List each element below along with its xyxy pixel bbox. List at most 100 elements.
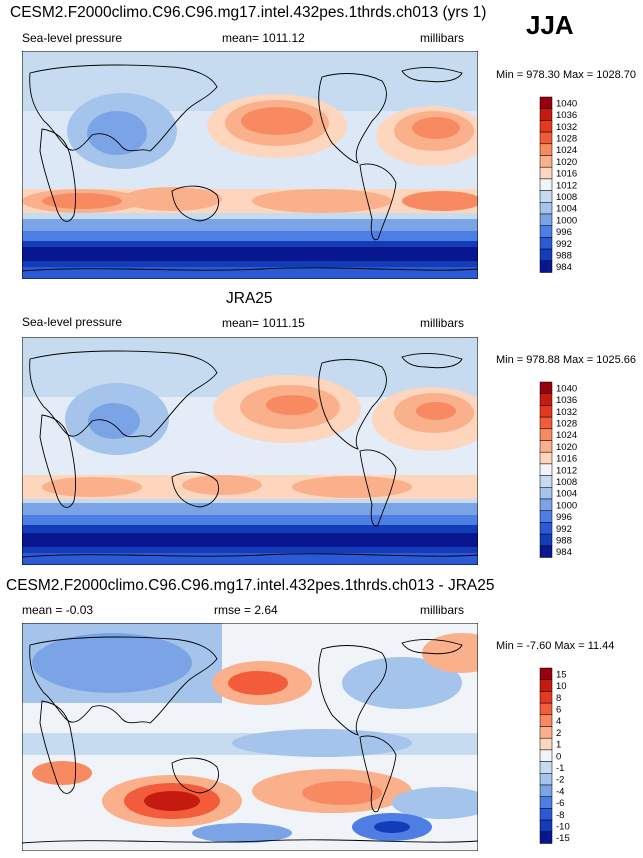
colorbar-swatch	[539, 143, 553, 156]
panel3-mean: mean = -0.03	[22, 603, 94, 617]
panel1-colorbar: 1040103610321028102410201016101210081004…	[539, 96, 577, 273]
colorbar-label: -8	[556, 810, 564, 821]
colorbar-label: 1032	[556, 407, 577, 418]
colorbar-label: -10	[556, 821, 570, 832]
colorbar-swatch	[539, 819, 553, 833]
colorbar-label: 1032	[556, 122, 577, 133]
colorbar-label: -1	[556, 763, 564, 774]
colorbar-swatch	[539, 702, 553, 716]
colorbar-swatch	[539, 749, 553, 762]
panel2-units: millibars	[420, 316, 465, 330]
colorbar-swatch	[539, 225, 553, 238]
colorbar-label: 1036	[556, 395, 577, 406]
panel2-map	[22, 337, 478, 565]
colorbar-swatch	[539, 381, 553, 394]
colorbar-swatch	[539, 796, 553, 809]
colorbar-swatch	[539, 260, 553, 273]
colorbar-swatch	[539, 533, 553, 547]
colorbar-label: 1000	[556, 215, 577, 226]
panel1-colorbar-labels: 1040103610321028102410201016101210081004…	[556, 98, 577, 273]
colorbar-label: -2	[556, 775, 564, 786]
panel1-map	[22, 51, 478, 279]
colorbar-label: 8	[556, 693, 561, 704]
colorbar-swatch	[539, 463, 553, 476]
colorbar-label: 15	[556, 669, 567, 680]
colorbar-label: 1016	[556, 169, 577, 180]
panel2-title: JRA25	[226, 290, 273, 307]
colorbar-swatch	[539, 416, 553, 430]
colorbar-label: 992	[556, 524, 572, 535]
colorbar-label: 992	[556, 239, 572, 250]
panel2-variable: Sea-level pressure	[22, 315, 123, 329]
panel2-colorbar-swatches	[539, 381, 553, 558]
colorbar-label: 1000	[556, 500, 577, 511]
panel2-colorbar: 1040103610321028102410201016101210081004…	[539, 381, 577, 558]
colorbar-label: 0	[556, 751, 561, 762]
colorbar-swatch	[539, 510, 553, 523]
colorbar-swatch	[539, 248, 553, 262]
colorbar-swatch	[539, 393, 553, 406]
colorbar-swatch	[539, 178, 553, 191]
panel3-title: CESM2.F2000climo.C96.C96.mg17.intel.432p…	[6, 577, 495, 594]
panel2-mean: mean= 1011.15	[222, 316, 305, 330]
colorbar-swatch	[539, 726, 553, 739]
colorbar-label: 1008	[556, 477, 577, 488]
panel1-mean: mean= 1011.12	[222, 31, 305, 45]
panel3-minmax: Min = -7.60 Max = 11.44	[496, 640, 615, 652]
colorbar-label: 1020	[556, 442, 577, 453]
colorbar-label: 988	[556, 535, 572, 546]
colorbar-swatch	[539, 428, 553, 441]
colorbar-swatch	[539, 213, 553, 226]
colorbar-label: 10	[556, 681, 567, 692]
colorbar-label: 1024	[556, 430, 577, 441]
colorbar-swatch	[539, 737, 553, 751]
colorbar-label: 1040	[556, 383, 577, 394]
colorbar-swatch	[539, 498, 553, 511]
colorbar-label: 1016	[556, 454, 577, 465]
colorbar-swatch	[539, 773, 553, 786]
colorbar-swatch	[539, 691, 553, 704]
colorbar-label: 1004	[556, 489, 577, 500]
colorbar-swatch	[539, 451, 553, 465]
colorbar-label: 984	[556, 547, 572, 558]
colorbar-swatch	[539, 761, 553, 774]
panel1-units: millibars	[420, 31, 465, 45]
colorbar-swatch	[539, 475, 553, 488]
colorbar-label: 1040	[556, 98, 577, 109]
colorbar-label: 1028	[556, 133, 577, 144]
colorbar-label: 984	[556, 262, 572, 273]
colorbar-swatch	[539, 545, 553, 558]
panel2-colorbar-labels: 1040103610321028102410201016101210081004…	[556, 383, 577, 558]
panel3-rmse: rmse = 2.64	[214, 603, 278, 617]
colorbar-label: -6	[556, 798, 564, 809]
colorbar-label: 1012	[556, 465, 577, 476]
colorbar-label: 1024	[556, 145, 577, 156]
colorbar-swatch	[539, 522, 553, 535]
colorbar-label: 1004	[556, 204, 577, 215]
colorbar-swatch	[539, 679, 553, 692]
panel1-colorbar-swatches	[539, 96, 553, 273]
panel1-variable: Sea-level pressure	[22, 31, 123, 45]
colorbar-label: 1020	[556, 157, 577, 168]
colorbar-swatch	[539, 784, 553, 797]
colorbar-label: 2	[556, 728, 561, 739]
colorbar-label: 6	[556, 704, 561, 715]
colorbar-label: 996	[556, 512, 572, 523]
colorbar-label: -15	[556, 833, 570, 844]
colorbar-label: 1036	[556, 110, 577, 121]
season-label: JJA	[526, 10, 574, 40]
colorbar-swatch	[539, 440, 553, 453]
colorbar-swatch	[539, 120, 553, 133]
colorbar-swatch	[539, 831, 553, 844]
colorbar-swatch	[539, 714, 553, 727]
colorbar-label: 1028	[556, 418, 577, 429]
panel3-units: millibars	[420, 603, 465, 617]
colorbar-label: -4	[556, 786, 564, 797]
panel2-minmax: Min = 978.88 Max = 1025.66	[496, 354, 637, 366]
colorbar-label: 1012	[556, 180, 577, 191]
colorbar-swatch	[539, 96, 553, 109]
colorbar-swatch	[539, 202, 553, 215]
colorbar-swatch	[539, 808, 553, 821]
colorbar-swatch	[539, 108, 553, 121]
